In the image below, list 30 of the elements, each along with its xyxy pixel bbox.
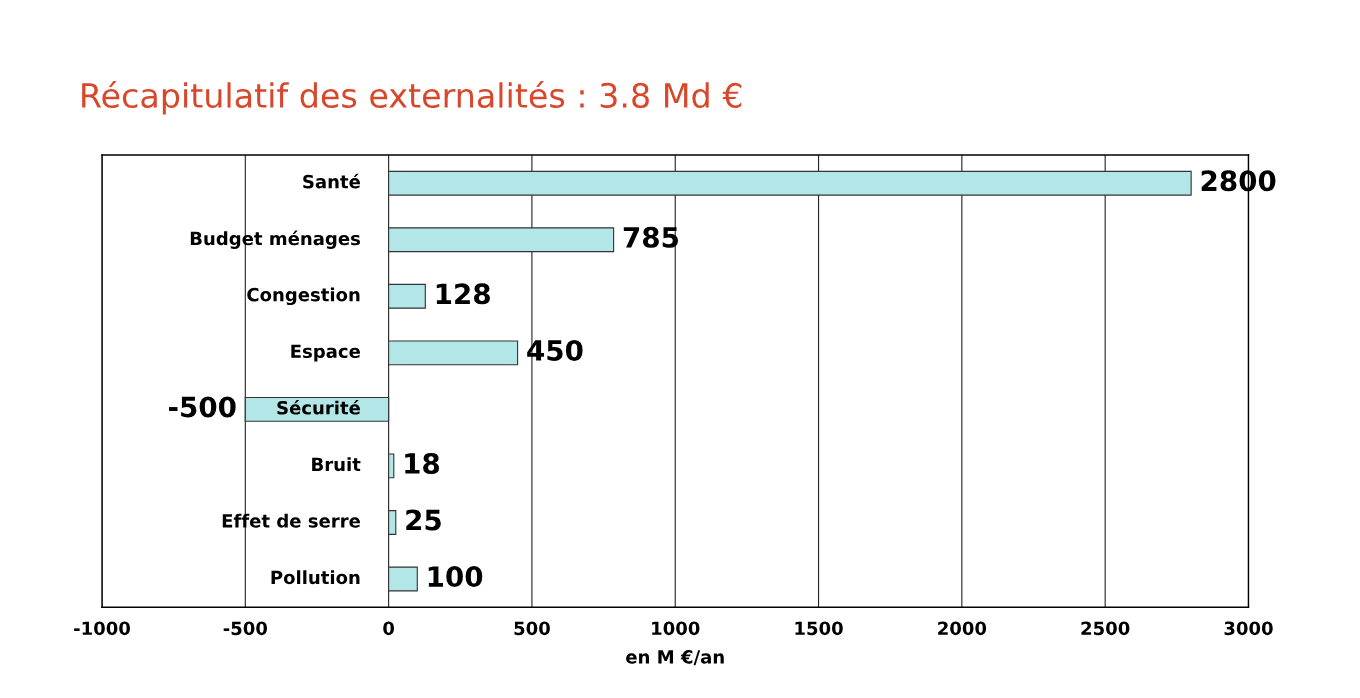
x-tick-label: -500	[223, 621, 268, 636]
x-tick-label: 2000	[938, 621, 987, 636]
x-tick-label: 2500	[1081, 621, 1130, 636]
bar	[388, 510, 397, 535]
x-tick-label: 1500	[795, 621, 843, 636]
x-tick-label: 3000	[1224, 621, 1273, 636]
data-label: 128	[436, 283, 490, 305]
y-tick-label: Sécurité	[277, 399, 360, 415]
y-tick-label: Espace	[291, 344, 360, 362]
data-label: 25	[406, 509, 441, 531]
y-tick-label: Bruit	[312, 457, 361, 472]
bar	[388, 566, 418, 592]
x-tick-label: 500	[514, 621, 550, 636]
data-label: 100	[428, 566, 483, 588]
x-tick-label: -1000	[74, 621, 131, 636]
x-tick-label: 1000	[652, 621, 700, 636]
bar	[388, 227, 615, 253]
bar	[388, 340, 519, 366]
y-tick-label: Pollution	[271, 570, 360, 585]
bar	[388, 283, 426, 309]
data-label: 18	[405, 452, 440, 474]
data-label: -500	[168, 396, 236, 418]
x-axis-title: en M €/an	[626, 650, 724, 666]
x-tick-label: 0	[383, 621, 395, 636]
bar	[388, 170, 1192, 196]
data-label: 450	[527, 339, 583, 361]
bar	[388, 453, 395, 479]
y-tick-label: Santé	[303, 173, 360, 189]
y-tick-label: Congestion	[247, 287, 360, 306]
chart-title: Récapitulatif des externalités : 3.8 Md €	[82, 80, 742, 115]
